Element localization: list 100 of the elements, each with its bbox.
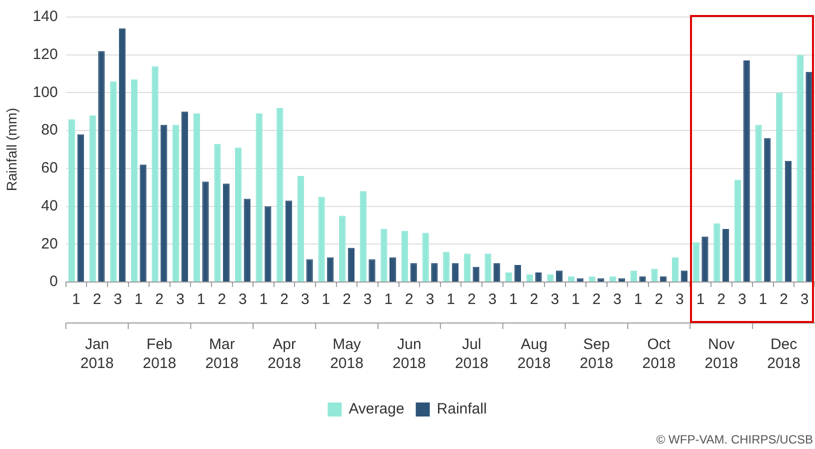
y-tick-label: 80	[41, 122, 58, 139]
x-tick-label: 2	[155, 291, 164, 308]
text: Jul 2018	[454, 336, 488, 372]
bar	[318, 196, 325, 282]
bar	[776, 92, 783, 282]
x-tick-label: 3	[426, 291, 434, 308]
bar	[576, 278, 584, 282]
bar	[193, 114, 200, 282]
x-tick-label: 2	[218, 291, 226, 308]
bar	[764, 138, 771, 282]
y-tick-label: 40	[41, 197, 58, 214]
y-axis-title: Rainfall (mm)	[3, 108, 20, 192]
text: Apr 2018	[268, 336, 302, 372]
legend-label: Rainfall	[436, 400, 487, 418]
x-tick-label: 1	[758, 291, 768, 308]
bar	[214, 144, 221, 282]
bar	[452, 263, 459, 282]
x-tick-label: 2	[92, 291, 102, 308]
bar	[244, 198, 250, 282]
x-tick-label: 3	[738, 291, 746, 308]
x-tick-label: 2	[342, 291, 351, 308]
bar	[327, 257, 334, 282]
bar	[339, 216, 346, 282]
x-tick-label: 1	[196, 291, 206, 308]
y-tick-label: 140	[32, 8, 58, 26]
bar	[380, 229, 388, 282]
text: Jan 2018	[80, 336, 114, 372]
bar	[118, 28, 126, 282]
text: © WFP-VAM. CHIRPS/UCSB	[656, 432, 813, 446]
x-tick-label: 2	[280, 291, 289, 308]
x-tick-label: 1	[572, 291, 580, 308]
bar	[276, 108, 284, 282]
text: May 2018	[330, 336, 364, 372]
bar	[360, 191, 366, 282]
text: Dec 2018	[767, 336, 800, 372]
y-tick-label: 0	[49, 273, 58, 290]
bar	[140, 164, 146, 282]
bar	[410, 263, 417, 282]
text: Oct 2018	[642, 336, 676, 372]
bar	[130, 79, 138, 282]
x-tick-label: 1	[509, 291, 518, 308]
bar	[348, 248, 355, 282]
y-tick-label: 100	[32, 84, 58, 101]
bar	[223, 184, 230, 282]
bar	[806, 72, 812, 282]
bar	[692, 242, 700, 282]
bar	[472, 266, 480, 282]
bar	[431, 263, 438, 282]
x-tick-label: 2	[780, 291, 788, 308]
x-tick-label: 2	[654, 291, 664, 308]
y-tick-label: 120	[32, 46, 58, 63]
bar	[722, 229, 730, 282]
bar	[443, 252, 450, 282]
bar	[234, 148, 242, 282]
x-tick-label: 3	[114, 291, 122, 308]
bar	[152, 66, 158, 282]
x-tick-label: 2	[592, 291, 601, 308]
bar	[598, 278, 604, 282]
bar	[743, 60, 750, 282]
bar	[734, 180, 742, 282]
x-tick-label: 3	[550, 291, 560, 308]
text: Mar 2018	[205, 336, 239, 372]
y-tick-label: 60	[41, 160, 58, 177]
bar	[98, 51, 105, 282]
bar	[297, 176, 304, 282]
x-tick-label: 1	[322, 291, 330, 308]
x-tick-label: 1	[72, 291, 80, 308]
bar	[702, 236, 708, 282]
bar	[651, 268, 658, 282]
bar	[89, 115, 96, 282]
x-tick-label: 2	[530, 291, 538, 308]
bar	[784, 160, 792, 282]
bar	[514, 264, 521, 282]
text: Feb 2018	[142, 336, 176, 372]
bar	[202, 182, 209, 282]
bar	[306, 259, 313, 282]
x-tick-label: 1	[134, 291, 143, 308]
x-tick-label: 1	[446, 291, 455, 308]
bar	[464, 254, 471, 282]
bar	[422, 232, 429, 282]
bar	[401, 230, 408, 282]
x-tick-label: 3	[363, 291, 372, 308]
bar	[172, 124, 180, 282]
bar	[110, 81, 117, 282]
bar	[494, 263, 500, 282]
bar	[68, 119, 76, 282]
bar	[77, 134, 84, 282]
bar	[714, 223, 720, 282]
x-tick-label: 1	[259, 291, 268, 308]
bar	[618, 278, 626, 282]
x-tick-label: 1	[384, 291, 393, 308]
bar	[672, 257, 679, 282]
x-tick-label: 3	[238, 291, 247, 308]
bar	[285, 200, 292, 282]
bar	[368, 259, 376, 282]
bar	[389, 257, 396, 282]
x-tick-label: 3	[488, 291, 497, 308]
bar	[264, 206, 272, 282]
bar	[796, 54, 804, 282]
text: Aug 2018	[517, 336, 551, 372]
